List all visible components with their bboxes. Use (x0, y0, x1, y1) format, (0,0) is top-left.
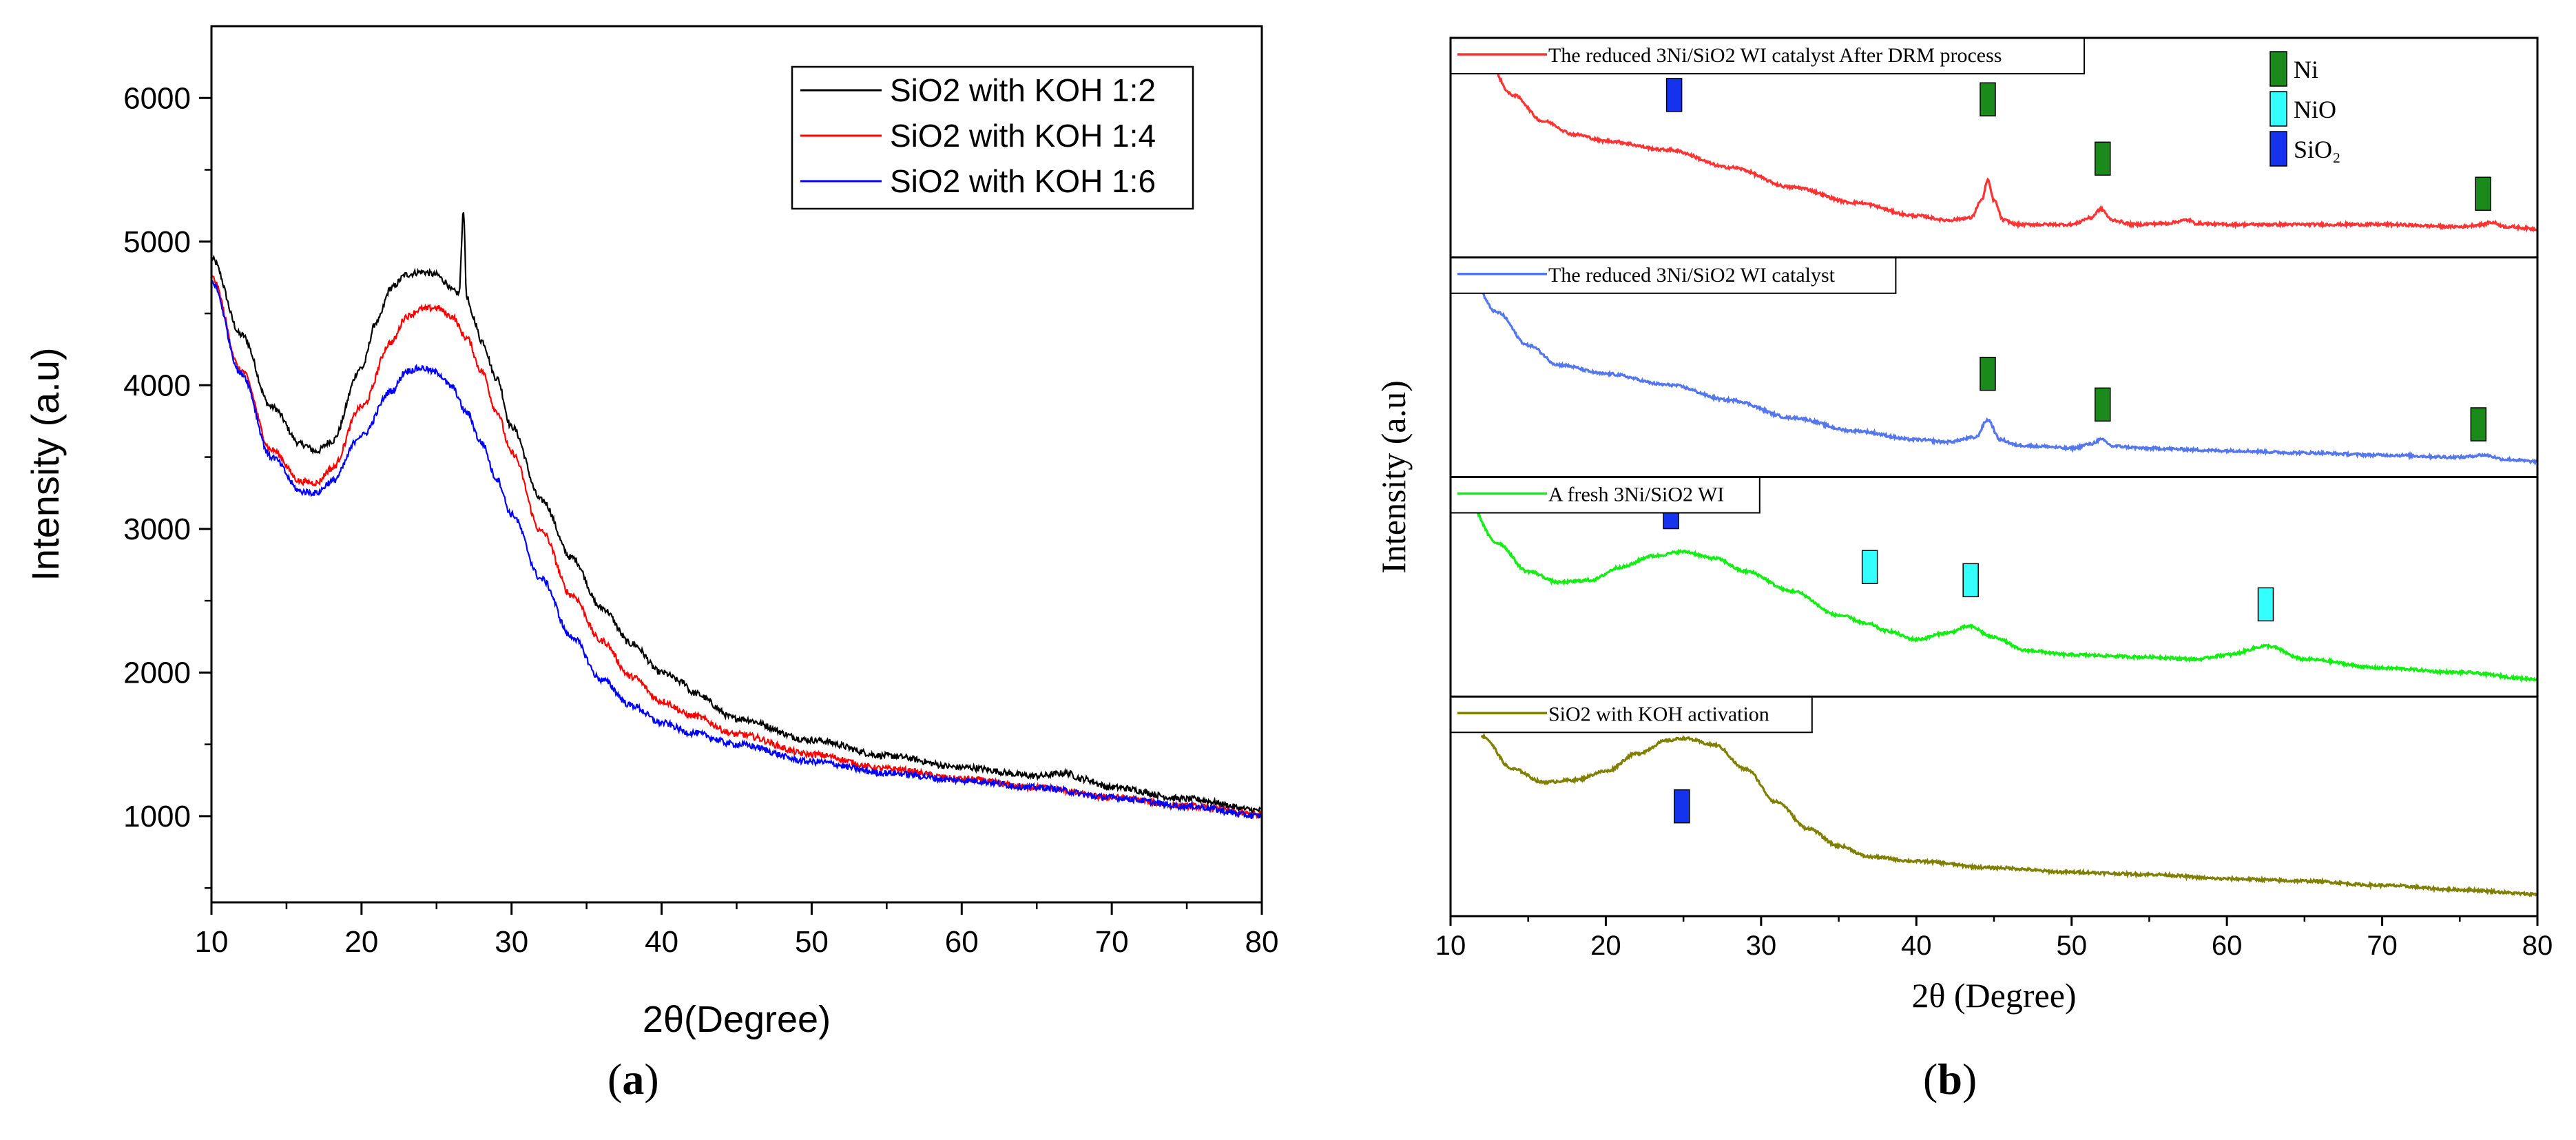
pattern-line (1466, 265, 2538, 466)
panel-label-text: The reduced 3Ni/SiO2 WI catalyst (1548, 264, 1836, 287)
legend-label-a: SiO2 with KOH 1:4 (890, 118, 1156, 154)
phase-marker (2095, 387, 2111, 422)
x-tick-label-b: 60 (2212, 931, 2243, 961)
stacked-panel-2: The reduced 3Ni/SiO2 WI catalyst (1450, 256, 2538, 466)
panel-label-box (1450, 696, 1813, 734)
phase-legend-label: NiO (2294, 96, 2336, 123)
y-tick-label-a: 3000 (123, 512, 191, 546)
phase-marker (1980, 356, 1996, 391)
legend-label-a: SiO2 with KOH 1:2 (890, 72, 1156, 108)
y-tick-label-a: 1000 (123, 800, 191, 833)
x-tick-label-a: 70 (1095, 925, 1129, 959)
y-tick-label-a: 2000 (123, 656, 191, 690)
panel-b-label: (b) (1923, 1055, 1977, 1103)
panel-label-box (1450, 476, 1760, 514)
x-tick-label-b: 40 (1901, 931, 1932, 961)
panel-label-text: SiO2 with KOH activation (1548, 703, 1769, 725)
x-tick-label-b: 80 (2522, 931, 2553, 961)
x-tick-label-a: 20 (344, 925, 378, 959)
x-tick-label-b: 50 (2056, 931, 2087, 961)
panel-label-text: A fresh 3Ni/SiO2 WI (1548, 484, 1724, 506)
x-tick-label-b: 20 (1590, 931, 1621, 961)
legend-label-a: SiO2 with KOH 1:6 (890, 163, 1156, 199)
x-axis-title-b: 2θ (Degree) (1911, 976, 2076, 1015)
x-tick-label-b: 70 (2367, 931, 2398, 961)
x-tick-label-a: 40 (645, 925, 678, 959)
x-tick-label-b: 10 (1435, 931, 1466, 961)
stacked-panel-1: The reduced 3Ni/SiO2 WI catalyst After D… (1450, 37, 2539, 233)
phase-marker (2475, 176, 2491, 211)
pattern-line (1465, 497, 2539, 683)
phase-legend-label: Ni (2294, 56, 2318, 83)
phase-marker (1980, 82, 1996, 116)
y-axis-title-b: Intensity (a.u) (1374, 380, 1413, 573)
phase-marker (2257, 587, 2274, 622)
phase-marker (2095, 141, 2111, 176)
panel-a: 10 20 30 40 50 60 70 80 1000 2000 3000 4000 5000 6000… (23, 25, 1279, 1040)
phase-legend-swatch (2269, 91, 2287, 127)
phase-marker (1665, 78, 1683, 112)
series-line-1 (210, 212, 1263, 815)
y-tick-label-a: 6000 (123, 81, 191, 115)
series-line-2 (210, 274, 1263, 820)
x-tick-label-a: 50 (795, 925, 829, 959)
y-tick-label-a: 4000 (123, 369, 191, 402)
panel-label-text: The reduced 3Ni/SiO2 WI catalyst After D… (1548, 44, 2002, 67)
phase-marker (2470, 407, 2487, 442)
panel-b: The reduced 3Ni/SiO2 WI catalyst After D… (1374, 37, 2553, 1015)
pattern-line (1480, 45, 2539, 233)
y-axis-title-a: Intensity (a.u) (23, 347, 67, 581)
y-tick-label-a: 5000 (123, 225, 191, 259)
phase-legend-swatch (2269, 51, 2287, 87)
phase-marker (1962, 563, 1979, 598)
panel-a-label: (a) (607, 1055, 659, 1103)
stacked-panel-3: A fresh 3Ni/SiO2 WI (1450, 476, 2539, 683)
phase-legend-swatch (2269, 131, 2287, 167)
x-tick-label-a: 10 (195, 925, 229, 959)
series-line-3 (211, 280, 1263, 820)
x-tick-label-a: 80 (1245, 925, 1279, 959)
pattern-line (1480, 732, 2539, 898)
x-tick-label-a: 30 (495, 925, 528, 959)
x-tick-label-a: 60 (945, 925, 979, 959)
x-tick-label-b: 30 (1746, 931, 1777, 961)
phase-marker (1674, 789, 1690, 824)
phase-legend-label: SiO₂ (2294, 136, 2341, 163)
stacked-panel-4: SiO2 with KOH activation (1450, 695, 2539, 898)
x-axis-title-a: 2θ(Degree) (643, 999, 831, 1040)
phase-marker (1861, 550, 1878, 584)
